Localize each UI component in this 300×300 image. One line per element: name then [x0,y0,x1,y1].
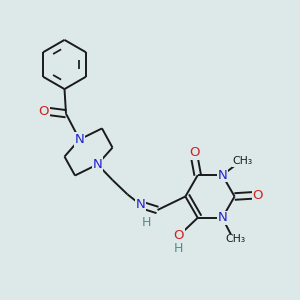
Text: N: N [93,158,102,171]
Text: O: O [189,146,199,159]
Text: O: O [173,229,184,242]
Text: O: O [38,105,49,118]
Text: CH₃: CH₃ [232,156,253,166]
Text: O: O [253,189,263,202]
Text: N: N [136,198,145,211]
Text: CH₃: CH₃ [226,234,246,244]
Text: H: H [141,216,151,229]
Text: N: N [218,169,227,182]
Text: N: N [218,211,227,224]
Text: H: H [174,242,183,255]
Text: N: N [75,133,84,146]
